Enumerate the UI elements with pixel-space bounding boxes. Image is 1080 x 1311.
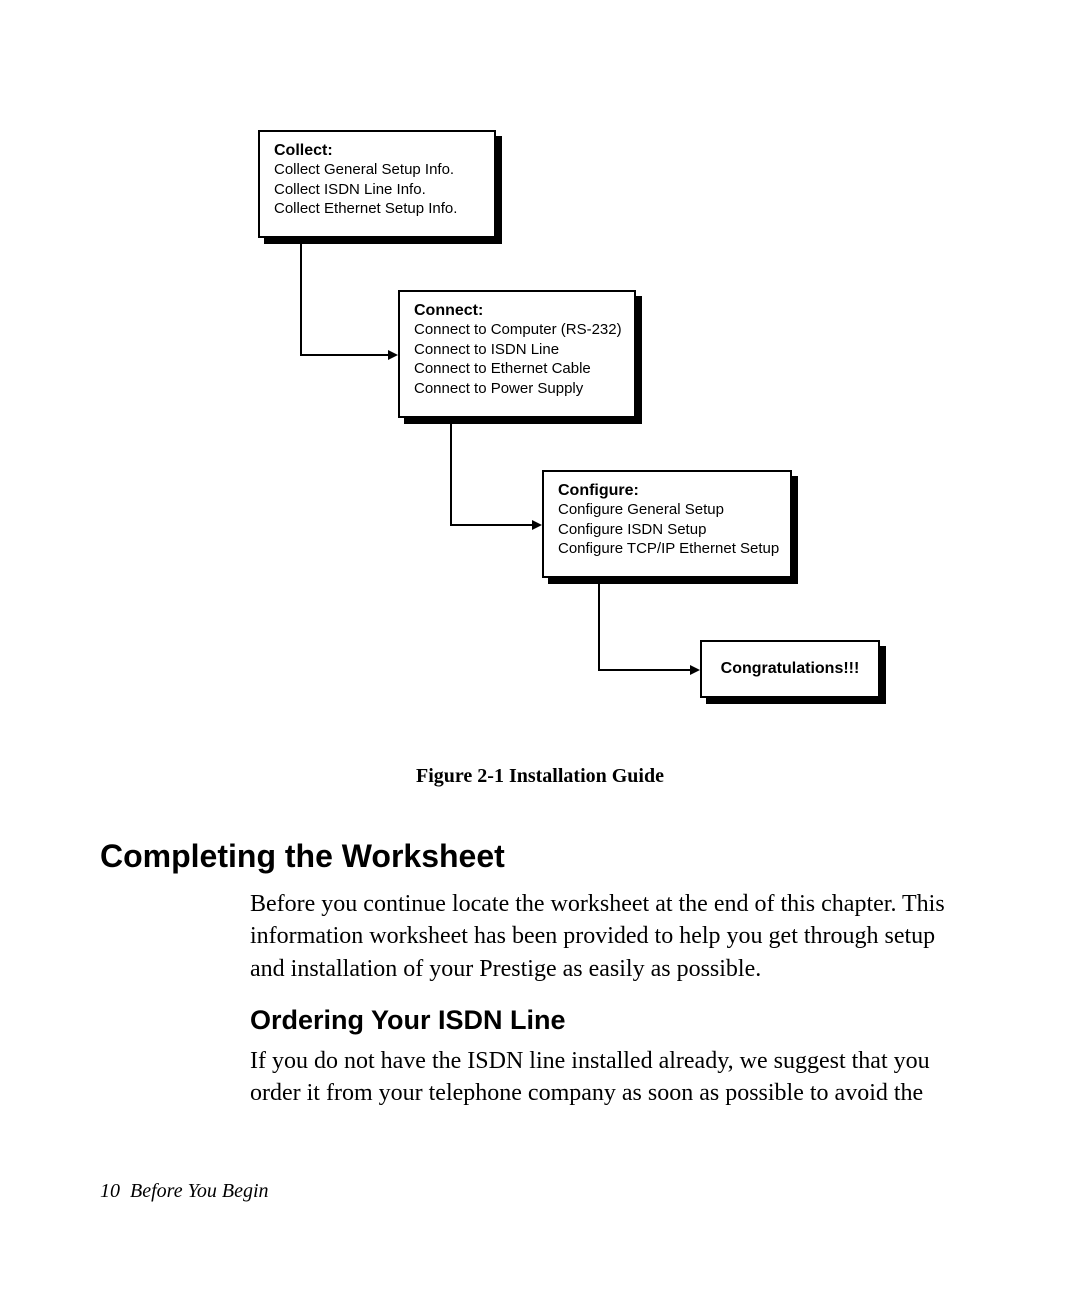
paragraph-ordering: If you do not have the ISDN line install…	[250, 1045, 970, 1110]
node-shadow	[792, 476, 798, 584]
page-number: 10	[100, 1180, 120, 1202]
document-page: Collect:Collect General Setup Info.Colle…	[0, 0, 1080, 1311]
node-title: Connect:	[414, 302, 620, 320]
node-line: Connect to Ethernet Cable	[414, 359, 620, 379]
arrowhead-icon	[388, 350, 398, 360]
node-title: Configure:	[558, 482, 776, 500]
installation-flowchart: Collect:Collect General Setup Info.Colle…	[250, 130, 950, 750]
node-shadow	[706, 698, 886, 704]
node-line: Configure General Setup	[558, 500, 776, 520]
node-line: Configure ISDN Setup	[558, 520, 776, 540]
page-footer: 10 Before You Begin	[100, 1180, 269, 1203]
paragraph-completing: Before you continue locate the worksheet…	[250, 888, 970, 985]
node-line: Collect Ethernet Setup Info.	[274, 199, 480, 219]
flow-node-connect: Connect:Connect to Computer (RS-232)Conn…	[398, 290, 636, 418]
connector	[450, 524, 534, 526]
connector	[598, 578, 600, 671]
node-shadow	[496, 136, 502, 244]
node-title: Collect:	[274, 142, 480, 160]
node-shadow	[636, 296, 642, 424]
node-line: Connect to Computer (RS-232)	[414, 320, 620, 340]
connector	[300, 238, 302, 356]
node-line: Collect ISDN Line Info.	[274, 180, 480, 200]
arrowhead-icon	[690, 665, 700, 675]
flow-node-congrats: Congratulations!!!	[700, 640, 880, 698]
node-shadow	[548, 578, 798, 584]
node-shadow	[404, 418, 642, 424]
flow-node-collect: Collect:Collect General Setup Info.Colle…	[258, 130, 496, 238]
subsection-heading-ordering: Ordering Your ISDN Line	[250, 1005, 566, 1036]
footer-chapter: Before You Begin	[130, 1180, 269, 1202]
connector	[598, 669, 692, 671]
section-heading-completing: Completing the Worksheet	[100, 838, 505, 875]
node-line: Connect to ISDN Line	[414, 340, 620, 360]
node-line: Collect General Setup Info.	[274, 160, 480, 180]
node-line: Configure TCP/IP Ethernet Setup	[558, 539, 776, 559]
connector	[300, 354, 390, 356]
node-line: Connect to Power Supply	[414, 379, 620, 399]
node-shadow	[880, 646, 886, 704]
connector	[450, 418, 452, 526]
arrowhead-icon	[532, 520, 542, 530]
figure-caption: Figure 2-1 Installation Guide	[0, 765, 1080, 788]
node-title: Congratulations!!!	[721, 660, 860, 678]
flow-node-configure: Configure:Configure General SetupConfigu…	[542, 470, 792, 578]
